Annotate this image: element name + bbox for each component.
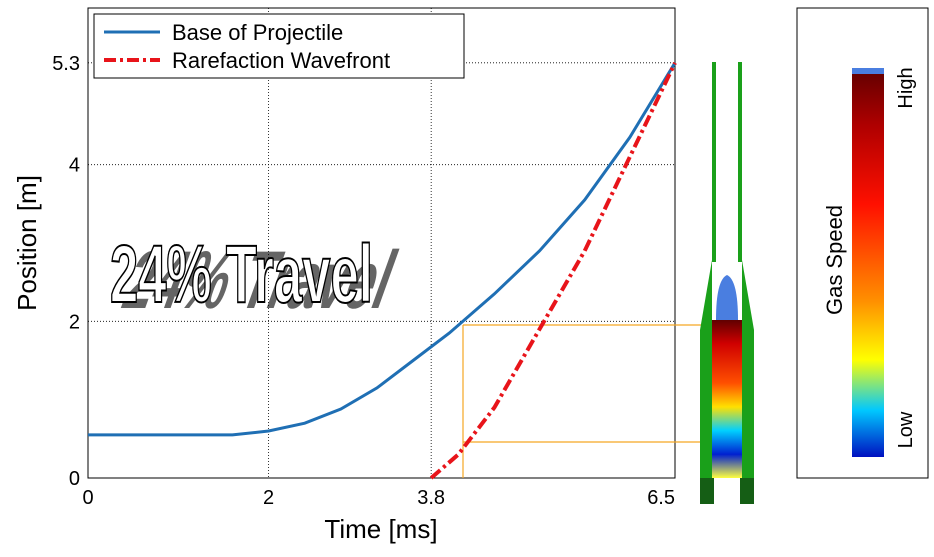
plot-area [87, 7, 676, 479]
colorbar-top [852, 68, 884, 74]
colorbar-label: Gas Speed [822, 205, 847, 315]
series-line [429, 61, 677, 480]
gun-graphic [700, 62, 754, 504]
x-tick-label: 6.5 [647, 487, 675, 509]
plot-frame [87, 7, 676, 479]
y-axis-label: Position [m] [12, 175, 42, 311]
legend-label: Rarefaction Wavefront [172, 48, 390, 73]
y-tick-label: 4 [69, 155, 80, 177]
x-tick-label: 0 [82, 487, 93, 509]
legend-box [93, 13, 465, 79]
legend-label: Base of Projectile [172, 20, 343, 45]
x-tick-label: 2 [263, 487, 274, 509]
colorbar-high: High [895, 67, 917, 108]
legend: Base of Projectile Rarefaction Wavefront [93, 13, 465, 79]
y-tick-label: 0 [69, 468, 80, 490]
y-tick-label: 5.3 [52, 53, 80, 75]
colorbar [852, 68, 884, 457]
y-tick-label: 2 [69, 311, 80, 333]
annotation-group: 24% Travel 24% Travel [109, 228, 408, 327]
x-axis-label: Time [ms] [324, 514, 437, 544]
annotation-shadow: 24% Travel [112, 234, 408, 326]
series-line [88, 62, 677, 437]
x-tick-label: 3.8 [417, 487, 445, 509]
colorbar-low: Low [895, 411, 917, 448]
annotation: 24% Travel [110, 229, 373, 320]
